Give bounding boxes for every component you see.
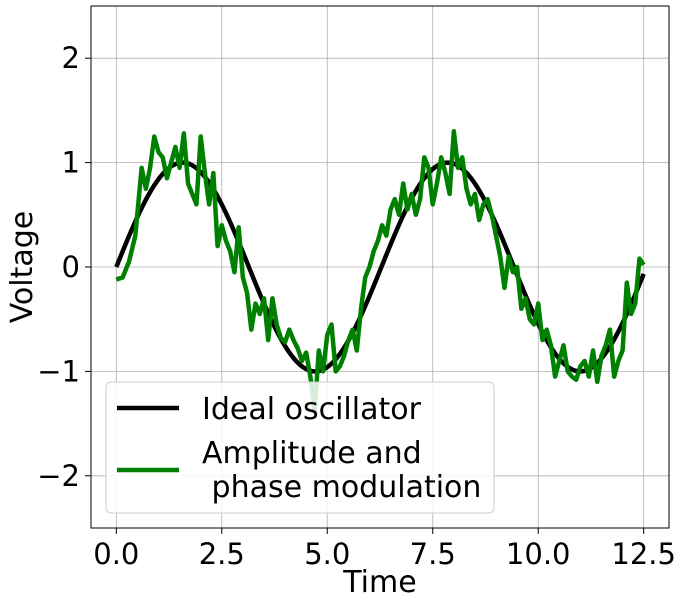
legend-box (105, 381, 495, 514)
legend-label-modulated: Amplitude and phase modulation (202, 436, 481, 505)
y-tick-label: 0 (62, 250, 80, 284)
y-tick-label: −1 (37, 354, 80, 388)
x-tick-label: 5.0 (304, 537, 350, 571)
x-axis-label: Time (342, 565, 416, 600)
axis-ticks: 0.0 2.5 5.0 7.5 10.0 12.5 2 1 0 −1 −2 (37, 41, 676, 571)
series-amplitude-phase-modulation (115, 129, 646, 414)
x-tick-label: 7.5 (410, 537, 456, 571)
legend: Ideal oscillator Amplitude and phase mod… (105, 381, 495, 514)
x-tick-label: 12.5 (611, 537, 676, 571)
y-axis-label: Voltage (5, 211, 40, 324)
x-tick-label: 0.0 (93, 537, 139, 571)
y-tick-label: 1 (62, 146, 80, 180)
y-tick-label: 2 (62, 41, 80, 75)
x-tick-label: 10.0 (506, 537, 571, 571)
series-layer (114, 129, 646, 414)
y-tick-label: −2 (37, 459, 80, 493)
legend-label-ideal: Ideal oscillator (202, 392, 422, 427)
x-tick-label: 2.5 (199, 537, 245, 571)
